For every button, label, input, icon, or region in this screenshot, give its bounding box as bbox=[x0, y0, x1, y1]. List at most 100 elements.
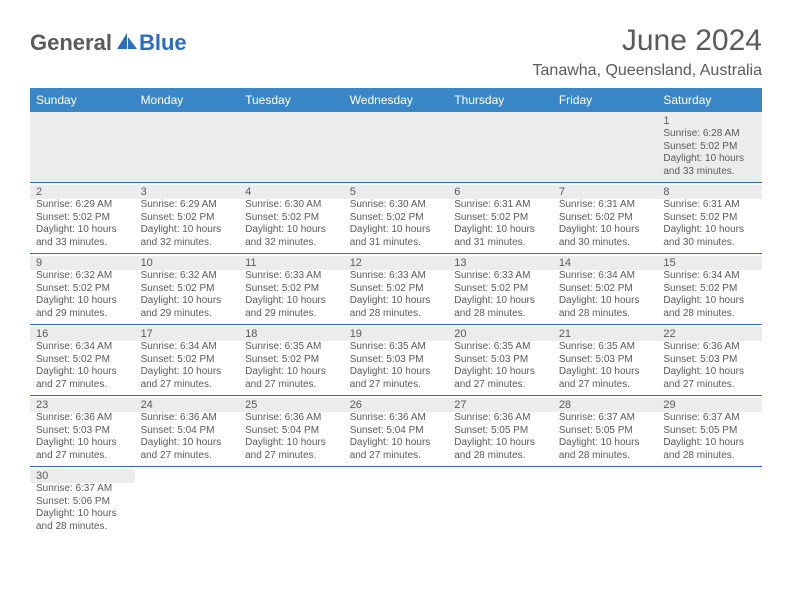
calendar-body: 1Sunrise: 6:28 AMSunset: 5:02 PMDaylight… bbox=[30, 112, 762, 537]
day-number: 15 bbox=[657, 256, 762, 270]
daylight2-label: and 27 minutes. bbox=[141, 379, 234, 392]
sunset-label: Sunset: 5:03 PM bbox=[36, 425, 129, 438]
daylight1-label: Daylight: 10 hours bbox=[350, 295, 443, 308]
day-number: 8 bbox=[657, 185, 762, 199]
page-title: June 2024 bbox=[533, 24, 762, 58]
sunset-label: Sunset: 5:02 PM bbox=[245, 354, 338, 367]
calendar-cell: 25Sunrise: 6:36 AMSunset: 5:04 PMDayligh… bbox=[239, 396, 344, 467]
daylight2-label: and 28 minutes. bbox=[663, 308, 756, 321]
sunset-label: Sunset: 5:03 PM bbox=[663, 354, 756, 367]
day-number: 26 bbox=[344, 398, 449, 412]
sunset-label: Sunset: 5:04 PM bbox=[141, 425, 234, 438]
sunset-label: Sunset: 5:02 PM bbox=[350, 212, 443, 225]
daylight1-label: Daylight: 10 hours bbox=[559, 224, 652, 237]
daylight2-label: and 29 minutes. bbox=[36, 308, 129, 321]
calendar-row: 1Sunrise: 6:28 AMSunset: 5:02 PMDaylight… bbox=[30, 112, 762, 183]
sunrise-label: Sunrise: 6:29 AM bbox=[141, 199, 234, 212]
daylight1-label: Daylight: 10 hours bbox=[245, 437, 338, 450]
daylight1-label: Daylight: 10 hours bbox=[663, 153, 756, 166]
day-number: 14 bbox=[553, 256, 658, 270]
daylight2-label: and 32 minutes. bbox=[141, 237, 234, 250]
calendar-cell: 4Sunrise: 6:30 AMSunset: 5:02 PMDaylight… bbox=[239, 183, 344, 254]
calendar-cell: 21Sunrise: 6:35 AMSunset: 5:03 PMDayligh… bbox=[553, 325, 658, 396]
daylight2-label: and 32 minutes. bbox=[245, 237, 338, 250]
day-number: 22 bbox=[657, 327, 762, 341]
sunrise-label: Sunrise: 6:35 AM bbox=[559, 341, 652, 354]
day-number: 16 bbox=[30, 327, 135, 341]
daylight1-label: Daylight: 10 hours bbox=[350, 224, 443, 237]
day-number: 11 bbox=[239, 256, 344, 270]
calendar-cell: 1Sunrise: 6:28 AMSunset: 5:02 PMDaylight… bbox=[657, 112, 762, 183]
daylight2-label: and 33 minutes. bbox=[663, 166, 756, 179]
sunset-label: Sunset: 5:02 PM bbox=[36, 354, 129, 367]
sail-icon bbox=[115, 31, 139, 56]
calendar-cell bbox=[135, 112, 240, 183]
calendar-cell: 26Sunrise: 6:36 AMSunset: 5:04 PMDayligh… bbox=[344, 396, 449, 467]
daylight1-label: Daylight: 10 hours bbox=[559, 366, 652, 379]
calendar-cell bbox=[344, 467, 449, 538]
sunrise-label: Sunrise: 6:31 AM bbox=[454, 199, 547, 212]
day-number: 21 bbox=[553, 327, 658, 341]
sunset-label: Sunset: 5:02 PM bbox=[141, 354, 234, 367]
sunrise-label: Sunrise: 6:32 AM bbox=[36, 270, 129, 283]
daylight2-label: and 27 minutes. bbox=[350, 450, 443, 463]
daylight2-label: and 27 minutes. bbox=[36, 379, 129, 392]
daylight2-label: and 31 minutes. bbox=[454, 237, 547, 250]
sunrise-label: Sunrise: 6:37 AM bbox=[559, 412, 652, 425]
sunrise-label: Sunrise: 6:30 AM bbox=[245, 199, 338, 212]
calendar-cell: 2Sunrise: 6:29 AMSunset: 5:02 PMDaylight… bbox=[30, 183, 135, 254]
daylight1-label: Daylight: 10 hours bbox=[36, 508, 129, 521]
daylight1-label: Daylight: 10 hours bbox=[141, 366, 234, 379]
daylight2-label: and 29 minutes. bbox=[245, 308, 338, 321]
calendar-cell: 27Sunrise: 6:36 AMSunset: 5:05 PMDayligh… bbox=[448, 396, 553, 467]
calendar-cell: 10Sunrise: 6:32 AMSunset: 5:02 PMDayligh… bbox=[135, 254, 240, 325]
daylight1-label: Daylight: 10 hours bbox=[141, 224, 234, 237]
day-number: 20 bbox=[448, 327, 553, 341]
day-number: 4 bbox=[239, 185, 344, 199]
daylight2-label: and 28 minutes. bbox=[454, 308, 547, 321]
brand-logo: General Blue bbox=[30, 30, 187, 56]
calendar-cell bbox=[657, 467, 762, 538]
daylight2-label: and 28 minutes. bbox=[559, 308, 652, 321]
daylight2-label: and 27 minutes. bbox=[141, 450, 234, 463]
logo-text-blue: Blue bbox=[139, 30, 187, 56]
sunset-label: Sunset: 5:02 PM bbox=[663, 283, 756, 296]
calendar-cell: 17Sunrise: 6:34 AMSunset: 5:02 PMDayligh… bbox=[135, 325, 240, 396]
day-number: 19 bbox=[344, 327, 449, 341]
calendar-cell: 18Sunrise: 6:35 AMSunset: 5:02 PMDayligh… bbox=[239, 325, 344, 396]
daylight1-label: Daylight: 10 hours bbox=[141, 295, 234, 308]
daylight1-label: Daylight: 10 hours bbox=[454, 366, 547, 379]
location-label: Tanawha, Queensland, Australia bbox=[533, 62, 762, 80]
calendar-cell bbox=[448, 467, 553, 538]
daylight2-label: and 27 minutes. bbox=[454, 379, 547, 392]
sunrise-label: Sunrise: 6:31 AM bbox=[663, 199, 756, 212]
daylight1-label: Daylight: 10 hours bbox=[141, 437, 234, 450]
sunrise-label: Sunrise: 6:36 AM bbox=[350, 412, 443, 425]
daylight1-label: Daylight: 10 hours bbox=[663, 437, 756, 450]
day-number: 25 bbox=[239, 398, 344, 412]
sunrise-label: Sunrise: 6:36 AM bbox=[141, 412, 234, 425]
daylight1-label: Daylight: 10 hours bbox=[559, 437, 652, 450]
weekday-thursday: Thursday bbox=[448, 88, 553, 112]
sunset-label: Sunset: 5:02 PM bbox=[36, 283, 129, 296]
day-number: 3 bbox=[135, 185, 240, 199]
daylight2-label: and 28 minutes. bbox=[350, 308, 443, 321]
calendar-cell bbox=[344, 112, 449, 183]
sunrise-label: Sunrise: 6:35 AM bbox=[454, 341, 547, 354]
day-number: 6 bbox=[448, 185, 553, 199]
daylight2-label: and 27 minutes. bbox=[245, 379, 338, 392]
calendar-cell bbox=[553, 112, 658, 183]
sunset-label: Sunset: 5:02 PM bbox=[559, 283, 652, 296]
daylight2-label: and 28 minutes. bbox=[454, 450, 547, 463]
daylight1-label: Daylight: 10 hours bbox=[36, 366, 129, 379]
calendar-cell bbox=[30, 112, 135, 183]
calendar-cell: 19Sunrise: 6:35 AMSunset: 5:03 PMDayligh… bbox=[344, 325, 449, 396]
sunset-label: Sunset: 5:02 PM bbox=[350, 283, 443, 296]
daylight1-label: Daylight: 10 hours bbox=[559, 295, 652, 308]
sunrise-label: Sunrise: 6:35 AM bbox=[350, 341, 443, 354]
daylight1-label: Daylight: 10 hours bbox=[663, 224, 756, 237]
calendar-cell: 28Sunrise: 6:37 AMSunset: 5:05 PMDayligh… bbox=[553, 396, 658, 467]
sunrise-label: Sunrise: 6:35 AM bbox=[245, 341, 338, 354]
sunrise-label: Sunrise: 6:37 AM bbox=[36, 483, 129, 496]
daylight1-label: Daylight: 10 hours bbox=[350, 366, 443, 379]
